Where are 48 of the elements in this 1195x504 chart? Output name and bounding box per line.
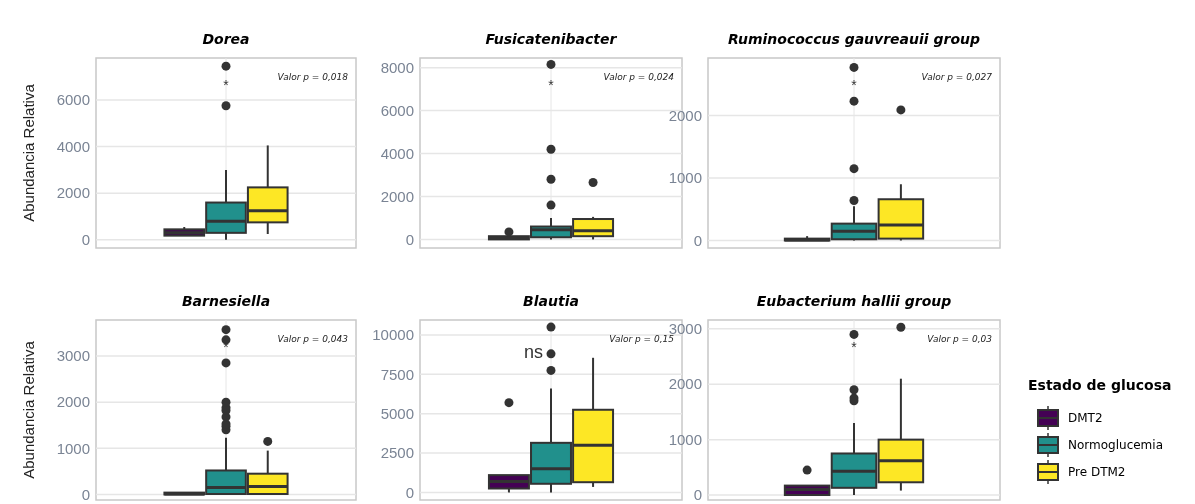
- legend-label: DMT2: [1068, 411, 1103, 426]
- y-tick-label: 2000: [56, 184, 90, 202]
- y-tick-label: 2000: [668, 106, 702, 124]
- y-tick-label: 2000: [668, 375, 702, 393]
- y-tick-label: 1000: [56, 439, 90, 457]
- annotation: Valor p = 0,03: [927, 334, 993, 344]
- annotation: Valor p = 0,043: [277, 334, 349, 344]
- y-tick-label: 7500: [380, 365, 414, 383]
- annotation: Valor p = 0,15: [609, 334, 675, 344]
- chart-title: Blautia: [523, 293, 579, 309]
- y-axis-title: Abundancia Relativa: [20, 83, 37, 222]
- annotation: Valor p = 0,027: [921, 72, 993, 82]
- y-tick-label: 1000: [668, 169, 702, 187]
- y-tick-label: 4000: [56, 137, 90, 155]
- annotation: *: [223, 77, 230, 93]
- annotation: *: [851, 339, 858, 355]
- y-tick-label: 6000: [56, 91, 90, 109]
- y-tick-label: 0: [693, 486, 702, 504]
- legend-title: Estado de glucosa: [1028, 377, 1172, 393]
- legend-label: Normoglucemia: [1068, 438, 1163, 453]
- chart-title: Dorea: [202, 31, 250, 47]
- y-tick-label: 5000: [380, 404, 414, 422]
- y-tick-label: 2000: [56, 393, 90, 411]
- y-tick-label: 6000: [380, 101, 414, 119]
- y-tick-label: 3000: [56, 347, 90, 365]
- annotation: Valor p = 0,018: [277, 72, 349, 82]
- y-tick-label: 10000: [372, 326, 414, 344]
- chart-title: Fusicatenibacter: [485, 31, 618, 47]
- annotation: Valor p = 0,024: [603, 72, 675, 82]
- y-tick-label: 8000: [380, 58, 414, 76]
- y-tick-label: 2000: [380, 187, 414, 205]
- annotation: *: [223, 339, 230, 355]
- y-axis-title: Abundancia Relativa: [20, 340, 37, 479]
- y-tick-label: 0: [405, 230, 414, 248]
- annotation: *: [548, 77, 555, 93]
- y-tick-label: 0: [693, 231, 702, 249]
- y-tick-label: 4000: [380, 144, 414, 162]
- legend-label: Pre DTM2: [1068, 465, 1126, 480]
- chart-title: Ruminococcus gauvreauii group: [727, 31, 981, 47]
- annotation: ns: [523, 342, 543, 362]
- y-tick-label: 0: [81, 485, 90, 503]
- chart-title: Barnesiella: [181, 293, 271, 309]
- y-tick-label: 0: [405, 483, 414, 501]
- chart-title: Eubacterium hallii group: [756, 293, 952, 309]
- y-tick-label: 0: [81, 231, 90, 249]
- y-tick-label: 2500: [380, 444, 414, 462]
- annotation: *: [851, 77, 858, 93]
- y-tick-label: 1000: [668, 430, 702, 448]
